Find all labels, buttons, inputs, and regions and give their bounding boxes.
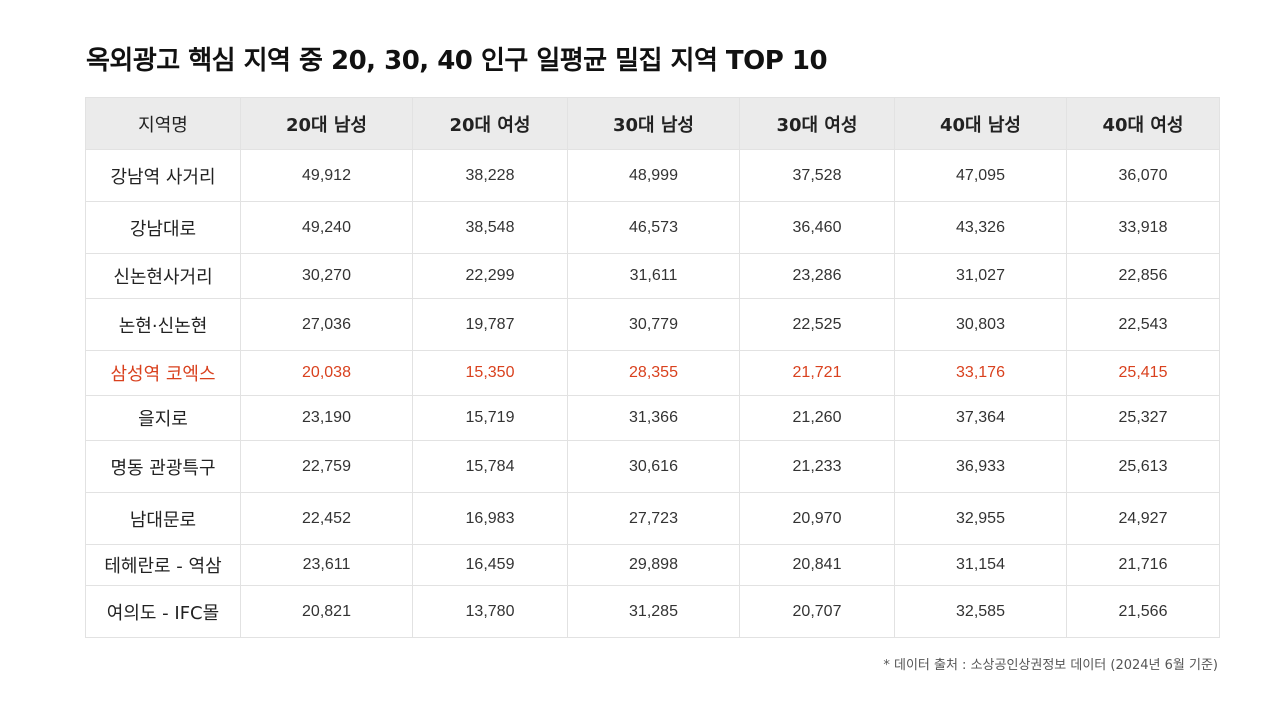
table-row: 강남대로 49,240 38,548 46,573 36,460 43,326 … [85,201,1220,254]
region-name: 강남대로 [85,201,241,254]
population-table: 지역명 20대 남성 20대 여성 30대 남성 30대 여성 40대 남성 4… [85,97,1220,638]
value-cell: 20,038 [240,350,413,396]
value-cell: 48,999 [567,149,740,202]
value-cell: 31,366 [567,395,740,441]
value-cell: 25,415 [1066,350,1220,396]
value-cell: 36,070 [1066,149,1220,202]
value-cell: 21,721 [739,350,895,396]
value-cell: 36,460 [739,201,895,254]
value-cell: 13,780 [412,585,568,638]
region-name: 여의도 - IFC몰 [85,585,241,638]
value-cell: 33,176 [894,350,1067,396]
value-cell: 21,260 [739,395,895,441]
value-cell: 20,821 [240,585,413,638]
region-name: 남대문로 [85,492,241,545]
value-cell: 30,803 [894,298,1067,351]
value-cell: 30,270 [240,253,413,299]
value-cell: 21,716 [1066,544,1220,586]
value-cell: 19,787 [412,298,568,351]
region-name: 테헤란로 - 역삼 [85,544,241,586]
value-cell: 43,326 [894,201,1067,254]
value-cell: 21,233 [739,440,895,493]
value-cell: 22,759 [240,440,413,493]
table-row: 여의도 - IFC몰 20,821 13,780 31,285 20,707 3… [85,585,1220,638]
value-cell: 23,611 [240,544,413,586]
value-cell: 20,707 [739,585,895,638]
value-cell: 22,452 [240,492,413,545]
table-row-highlighted: 삼성역 코엑스 20,038 15,350 28,355 21,721 33,1… [85,350,1220,396]
value-cell: 46,573 [567,201,740,254]
value-cell: 22,856 [1066,253,1220,299]
header-30s-female: 30대 여성 [739,97,895,150]
header-20s-male: 20대 남성 [240,97,413,150]
value-cell: 25,327 [1066,395,1220,441]
value-cell: 29,898 [567,544,740,586]
table-row: 논현·신논현 27,036 19,787 30,779 22,525 30,80… [85,298,1220,351]
value-cell: 16,983 [412,492,568,545]
table-row: 남대문로 22,452 16,983 27,723 20,970 32,955 … [85,492,1220,545]
value-cell: 24,927 [1066,492,1220,545]
value-cell: 31,154 [894,544,1067,586]
value-cell: 16,459 [412,544,568,586]
value-cell: 28,355 [567,350,740,396]
value-cell: 15,350 [412,350,568,396]
value-cell: 23,286 [739,253,895,299]
header-40s-female: 40대 여성 [1066,97,1220,150]
value-cell: 23,190 [240,395,413,441]
value-cell: 21,566 [1066,585,1220,638]
header-region: 지역명 [85,97,241,150]
table-row: 명동 관광특구 22,759 15,784 30,616 21,233 36,9… [85,440,1220,493]
value-cell: 30,779 [567,298,740,351]
value-cell: 49,912 [240,149,413,202]
value-cell: 20,841 [739,544,895,586]
table-row: 강남역 사거리 49,912 38,228 48,999 37,528 47,0… [85,149,1220,202]
value-cell: 38,228 [412,149,568,202]
value-cell: 38,548 [412,201,568,254]
value-cell: 15,784 [412,440,568,493]
header-40s-male: 40대 남성 [894,97,1067,150]
value-cell: 49,240 [240,201,413,254]
table-row: 테헤란로 - 역삼 23,611 16,459 29,898 20,841 31… [85,544,1220,586]
value-cell: 31,611 [567,253,740,299]
table-row: 신논현사거리 30,270 22,299 31,611 23,286 31,02… [85,253,1220,299]
value-cell: 20,970 [739,492,895,545]
page-title: 옥외광고 핵심 지역 중 20, 30, 40 인구 일평균 밀집 지역 TOP… [86,46,828,76]
region-name: 삼성역 코엑스 [85,350,241,396]
value-cell: 36,933 [894,440,1067,493]
value-cell: 22,299 [412,253,568,299]
header-30s-male: 30대 남성 [567,97,740,150]
value-cell: 37,364 [894,395,1067,441]
value-cell: 47,095 [894,149,1067,202]
value-cell: 15,719 [412,395,568,441]
value-cell: 30,616 [567,440,740,493]
value-cell: 31,027 [894,253,1067,299]
value-cell: 33,918 [1066,201,1220,254]
value-cell: 32,955 [894,492,1067,545]
value-cell: 22,525 [739,298,895,351]
region-name: 을지로 [85,395,241,441]
value-cell: 37,528 [739,149,895,202]
table-row: 을지로 23,190 15,719 31,366 21,260 37,364 2… [85,395,1220,441]
region-name: 강남역 사거리 [85,149,241,202]
region-name: 논현·신논현 [85,298,241,351]
value-cell: 31,285 [567,585,740,638]
value-cell: 27,723 [567,492,740,545]
region-name: 신논현사거리 [85,253,241,299]
region-name: 명동 관광특구 [85,440,241,493]
table-header-row: 지역명 20대 남성 20대 여성 30대 남성 30대 여성 40대 남성 4… [85,97,1220,150]
value-cell: 22,543 [1066,298,1220,351]
value-cell: 25,613 [1066,440,1220,493]
data-source-footnote: * 데이터 출처 : 소상공인상권정보 데이터 (2024년 6월 기준) [883,658,1218,673]
header-20s-female: 20대 여성 [412,97,568,150]
value-cell: 32,585 [894,585,1067,638]
value-cell: 27,036 [240,298,413,351]
